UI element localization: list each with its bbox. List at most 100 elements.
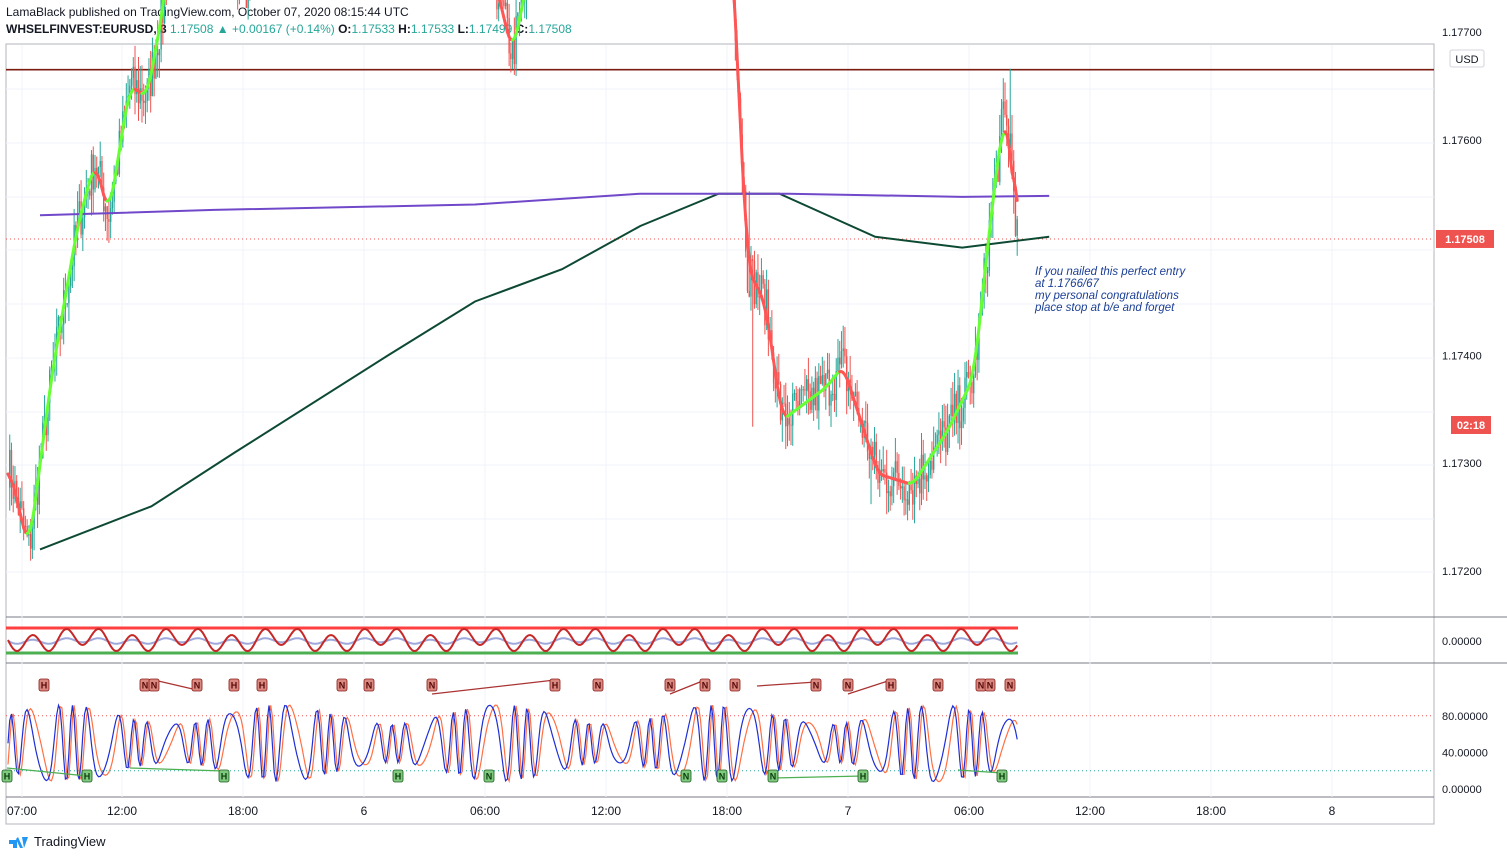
candle-body xyxy=(997,164,999,182)
candle-body xyxy=(503,0,505,7)
candle-body xyxy=(69,269,72,287)
candle-body xyxy=(844,348,846,357)
candle-body xyxy=(94,167,96,190)
candle-body xyxy=(762,275,764,284)
horizontal-levels xyxy=(6,68,1434,240)
candle-body xyxy=(497,3,500,10)
low-value: 1.17499 xyxy=(468,22,513,36)
up-arrow-icon: ▲ xyxy=(216,22,229,36)
hull-segment xyxy=(39,441,45,459)
bearish-marker: H xyxy=(549,678,561,692)
candle-body xyxy=(31,529,34,549)
candle-body xyxy=(908,484,911,505)
candle-body xyxy=(104,206,107,212)
high-value: 1.17533 xyxy=(410,22,455,36)
osc-axis-label: 0.00000 xyxy=(1442,636,1482,648)
marker-box xyxy=(716,769,728,783)
chart-frame xyxy=(5,43,1435,825)
candle-body xyxy=(130,77,133,86)
candle-body xyxy=(946,424,949,452)
hull-segment xyxy=(744,218,749,243)
osc-main-line xyxy=(7,627,1019,653)
marker-label: N xyxy=(813,681,820,691)
marker-label: H xyxy=(41,681,48,691)
hull-segment xyxy=(161,0,165,7)
candle-body xyxy=(931,460,933,470)
marker-label: N xyxy=(770,772,777,782)
candle-body xyxy=(16,480,18,498)
hull-segment xyxy=(34,481,40,498)
candle-body xyxy=(83,197,86,218)
currency-badge-box xyxy=(1449,49,1485,68)
hull-segment xyxy=(56,325,62,339)
bullish-marker: N xyxy=(483,769,495,783)
bearish-marker: N xyxy=(984,678,996,692)
hull-segment xyxy=(117,138,123,153)
publish-info: LamaBlack published on TradingView.com, … xyxy=(6,5,409,19)
divergence-line xyxy=(756,681,817,687)
hull-segment xyxy=(30,508,36,522)
candle-body xyxy=(835,371,837,401)
candle-body xyxy=(971,381,973,394)
candle-body xyxy=(75,224,77,234)
price-axis[interactable]: USD1.181001.180001.179001.178001.177001.… xyxy=(1442,0,1485,578)
hull-segment xyxy=(159,3,165,20)
bearish-marker: N xyxy=(148,678,160,692)
hull-segment xyxy=(732,0,737,22)
candle-body xyxy=(899,485,902,489)
hull-segment xyxy=(123,107,128,120)
marker-label: N xyxy=(595,681,602,691)
candle-body xyxy=(823,374,825,391)
hull-ma xyxy=(6,0,1019,535)
candle-body xyxy=(955,393,957,424)
hull-segment xyxy=(152,46,158,60)
candle-body xyxy=(109,208,112,222)
hull-segment xyxy=(67,264,73,278)
low-label: L: xyxy=(457,22,469,36)
candle-body xyxy=(746,251,749,291)
x-tick-label-3: 6 xyxy=(361,804,368,818)
marker-box xyxy=(810,678,822,692)
candle-body xyxy=(783,402,785,404)
candle-body xyxy=(832,393,834,395)
hull-segment xyxy=(112,170,118,185)
x-tick-label-10: 18:00 xyxy=(1196,804,1226,818)
candle-body xyxy=(839,357,841,365)
marker-label: N xyxy=(702,681,709,691)
candle-body xyxy=(148,68,150,83)
divergence-line xyxy=(431,679,556,695)
candle-body xyxy=(515,16,517,65)
candle-body xyxy=(506,2,509,19)
marker-box xyxy=(392,769,404,783)
candle-body xyxy=(28,534,30,536)
candle-body xyxy=(945,427,947,452)
tag-countdown-text: 02:18 xyxy=(1457,420,1485,432)
hull-segment xyxy=(979,294,984,314)
marker-label: N xyxy=(486,772,493,782)
candle-body xyxy=(986,270,989,274)
tradingview-logo[interactable]: TradingView xyxy=(8,834,106,849)
marker-label: N xyxy=(935,681,942,691)
marker-box xyxy=(218,769,230,783)
open-value: 1.17533 xyxy=(351,22,395,36)
candle-body xyxy=(887,491,890,494)
symbol-name[interactable]: WHSELFINVEST:EURUSD, 3 xyxy=(6,22,167,36)
candle-body xyxy=(89,191,91,196)
bullish-marker: H xyxy=(392,769,404,783)
marker-box xyxy=(664,678,676,692)
marker-label: N xyxy=(719,772,726,782)
time-axis[interactable]: 07:00 12:00 18:00 6 06:00 12:00 18:00 7 06:00 12:… xyxy=(7,804,1336,818)
bearish-marker: N xyxy=(426,678,438,692)
x-tick-label-8: 06:00 xyxy=(954,804,984,818)
bearish-marker: N xyxy=(139,678,151,692)
marker-box xyxy=(81,769,93,783)
marker-label: N xyxy=(978,681,985,691)
candle-body xyxy=(854,391,857,397)
marker-label: N xyxy=(1007,681,1014,691)
y-tick-label-5: 1.17600 xyxy=(1442,135,1482,147)
x-tick-label-1: 12:00 xyxy=(107,804,137,818)
brand-name: TradingView xyxy=(34,834,106,849)
candle-body xyxy=(146,82,148,101)
hull-segment xyxy=(72,236,78,249)
